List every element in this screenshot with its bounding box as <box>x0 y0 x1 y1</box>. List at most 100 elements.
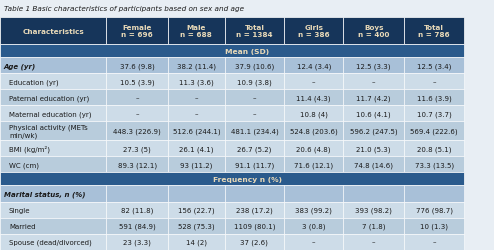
Bar <box>106 141 168 157</box>
Text: –: – <box>195 111 198 117</box>
Text: 524.8 (203.6): 524.8 (203.6) <box>290 128 337 134</box>
Text: 7 (1.8): 7 (1.8) <box>362 222 385 229</box>
Text: –: – <box>252 95 256 101</box>
Bar <box>106 74 168 90</box>
Bar <box>168 106 225 122</box>
Text: 10.9 (3.8): 10.9 (3.8) <box>237 79 272 85</box>
Bar <box>0 218 106 234</box>
Bar <box>225 90 284 106</box>
Bar <box>106 90 168 106</box>
Text: Characteristics: Characteristics <box>22 28 84 34</box>
Bar <box>225 141 284 157</box>
Text: 10.8 (4): 10.8 (4) <box>300 111 328 117</box>
Text: –: – <box>372 79 375 85</box>
Text: –: – <box>432 79 436 85</box>
Text: 11.4 (4.3): 11.4 (4.3) <box>296 95 331 101</box>
Bar <box>106 157 168 173</box>
Bar <box>0 45 464 58</box>
Bar <box>106 186 168 202</box>
Text: 20.8 (5.1): 20.8 (5.1) <box>417 146 452 152</box>
Bar <box>0 122 106 141</box>
Bar <box>168 18 225 45</box>
Text: 89.3 (12.1): 89.3 (12.1) <box>118 162 157 168</box>
Text: –: – <box>312 239 316 245</box>
Text: Single: Single <box>9 207 31 213</box>
Text: 10.7 (3.7): 10.7 (3.7) <box>417 111 452 117</box>
Bar <box>284 234 343 250</box>
Bar <box>0 74 106 90</box>
Text: Age (yr): Age (yr) <box>4 63 36 69</box>
Text: Education (yr): Education (yr) <box>9 79 58 85</box>
Bar <box>284 74 343 90</box>
Text: 38.2 (11.4): 38.2 (11.4) <box>177 63 216 69</box>
Bar <box>225 157 284 173</box>
Text: 93 (11.2): 93 (11.2) <box>180 162 212 168</box>
Text: 12.5 (3.4): 12.5 (3.4) <box>417 63 452 69</box>
Bar <box>168 122 225 141</box>
Text: 481.1 (234.4): 481.1 (234.4) <box>231 128 278 134</box>
Text: Physical activity (METs
min/wk): Physical activity (METs min/wk) <box>9 124 87 138</box>
Bar <box>284 186 343 202</box>
Bar <box>404 90 464 106</box>
Bar <box>404 106 464 122</box>
Bar <box>284 90 343 106</box>
Bar <box>225 122 284 141</box>
Bar <box>284 18 343 45</box>
Text: 393 (98.2): 393 (98.2) <box>355 206 392 213</box>
Bar <box>343 141 404 157</box>
Text: 12.5 (3.3): 12.5 (3.3) <box>357 63 391 69</box>
Text: Girls
n = 386: Girls n = 386 <box>298 25 329 38</box>
Bar <box>225 106 284 122</box>
Bar <box>225 186 284 202</box>
Bar <box>343 18 404 45</box>
Text: 776 (98.7): 776 (98.7) <box>416 206 453 213</box>
Bar <box>404 202 464 218</box>
Text: Maternal education (yr): Maternal education (yr) <box>9 111 91 117</box>
Text: –: – <box>252 111 256 117</box>
Bar <box>404 234 464 250</box>
Bar <box>343 90 404 106</box>
Bar <box>343 186 404 202</box>
Text: 528 (75.3): 528 (75.3) <box>178 222 215 229</box>
Text: –: – <box>312 79 316 85</box>
Text: 11.7 (4.2): 11.7 (4.2) <box>357 95 391 101</box>
Bar <box>225 202 284 218</box>
Bar <box>168 141 225 157</box>
Text: Female
n = 696: Female n = 696 <box>121 25 153 38</box>
Bar <box>106 234 168 250</box>
Text: 448.3 (226.9): 448.3 (226.9) <box>113 128 161 134</box>
Bar <box>404 157 464 173</box>
Text: Married: Married <box>9 223 36 229</box>
Bar <box>0 0 494 18</box>
Bar <box>0 202 106 218</box>
Text: Table 1 Basic characteristics of participants based on sex and age: Table 1 Basic characteristics of partici… <box>4 6 244 12</box>
Text: Frequency n (%): Frequency n (%) <box>212 176 282 182</box>
Bar <box>284 58 343 74</box>
Text: 21.0 (5.3): 21.0 (5.3) <box>357 146 391 152</box>
Text: Spouse (dead/divorced): Spouse (dead/divorced) <box>9 238 92 245</box>
Bar <box>0 234 106 250</box>
Bar <box>168 74 225 90</box>
Bar <box>168 90 225 106</box>
Bar <box>404 122 464 141</box>
Text: –: – <box>195 95 198 101</box>
Text: 37.9 (10.6): 37.9 (10.6) <box>235 63 274 69</box>
Bar <box>168 234 225 250</box>
Text: Marital status, n (%): Marital status, n (%) <box>4 190 85 197</box>
Text: 512.6 (244.1): 512.6 (244.1) <box>172 128 220 134</box>
Bar <box>404 58 464 74</box>
Text: 74.8 (14.6): 74.8 (14.6) <box>354 162 393 168</box>
Bar <box>0 141 106 157</box>
Text: –: – <box>372 239 375 245</box>
Text: 156 (22.7): 156 (22.7) <box>178 206 215 213</box>
Bar <box>106 202 168 218</box>
Text: 23 (3.3): 23 (3.3) <box>123 238 151 245</box>
Text: 27.3 (5): 27.3 (5) <box>123 146 151 152</box>
Bar <box>0 90 106 106</box>
Bar <box>404 186 464 202</box>
Bar <box>106 218 168 234</box>
Text: Mean (SD): Mean (SD) <box>225 48 269 54</box>
Text: 37.6 (9.8): 37.6 (9.8) <box>120 63 155 69</box>
Bar <box>284 157 343 173</box>
Bar <box>168 186 225 202</box>
